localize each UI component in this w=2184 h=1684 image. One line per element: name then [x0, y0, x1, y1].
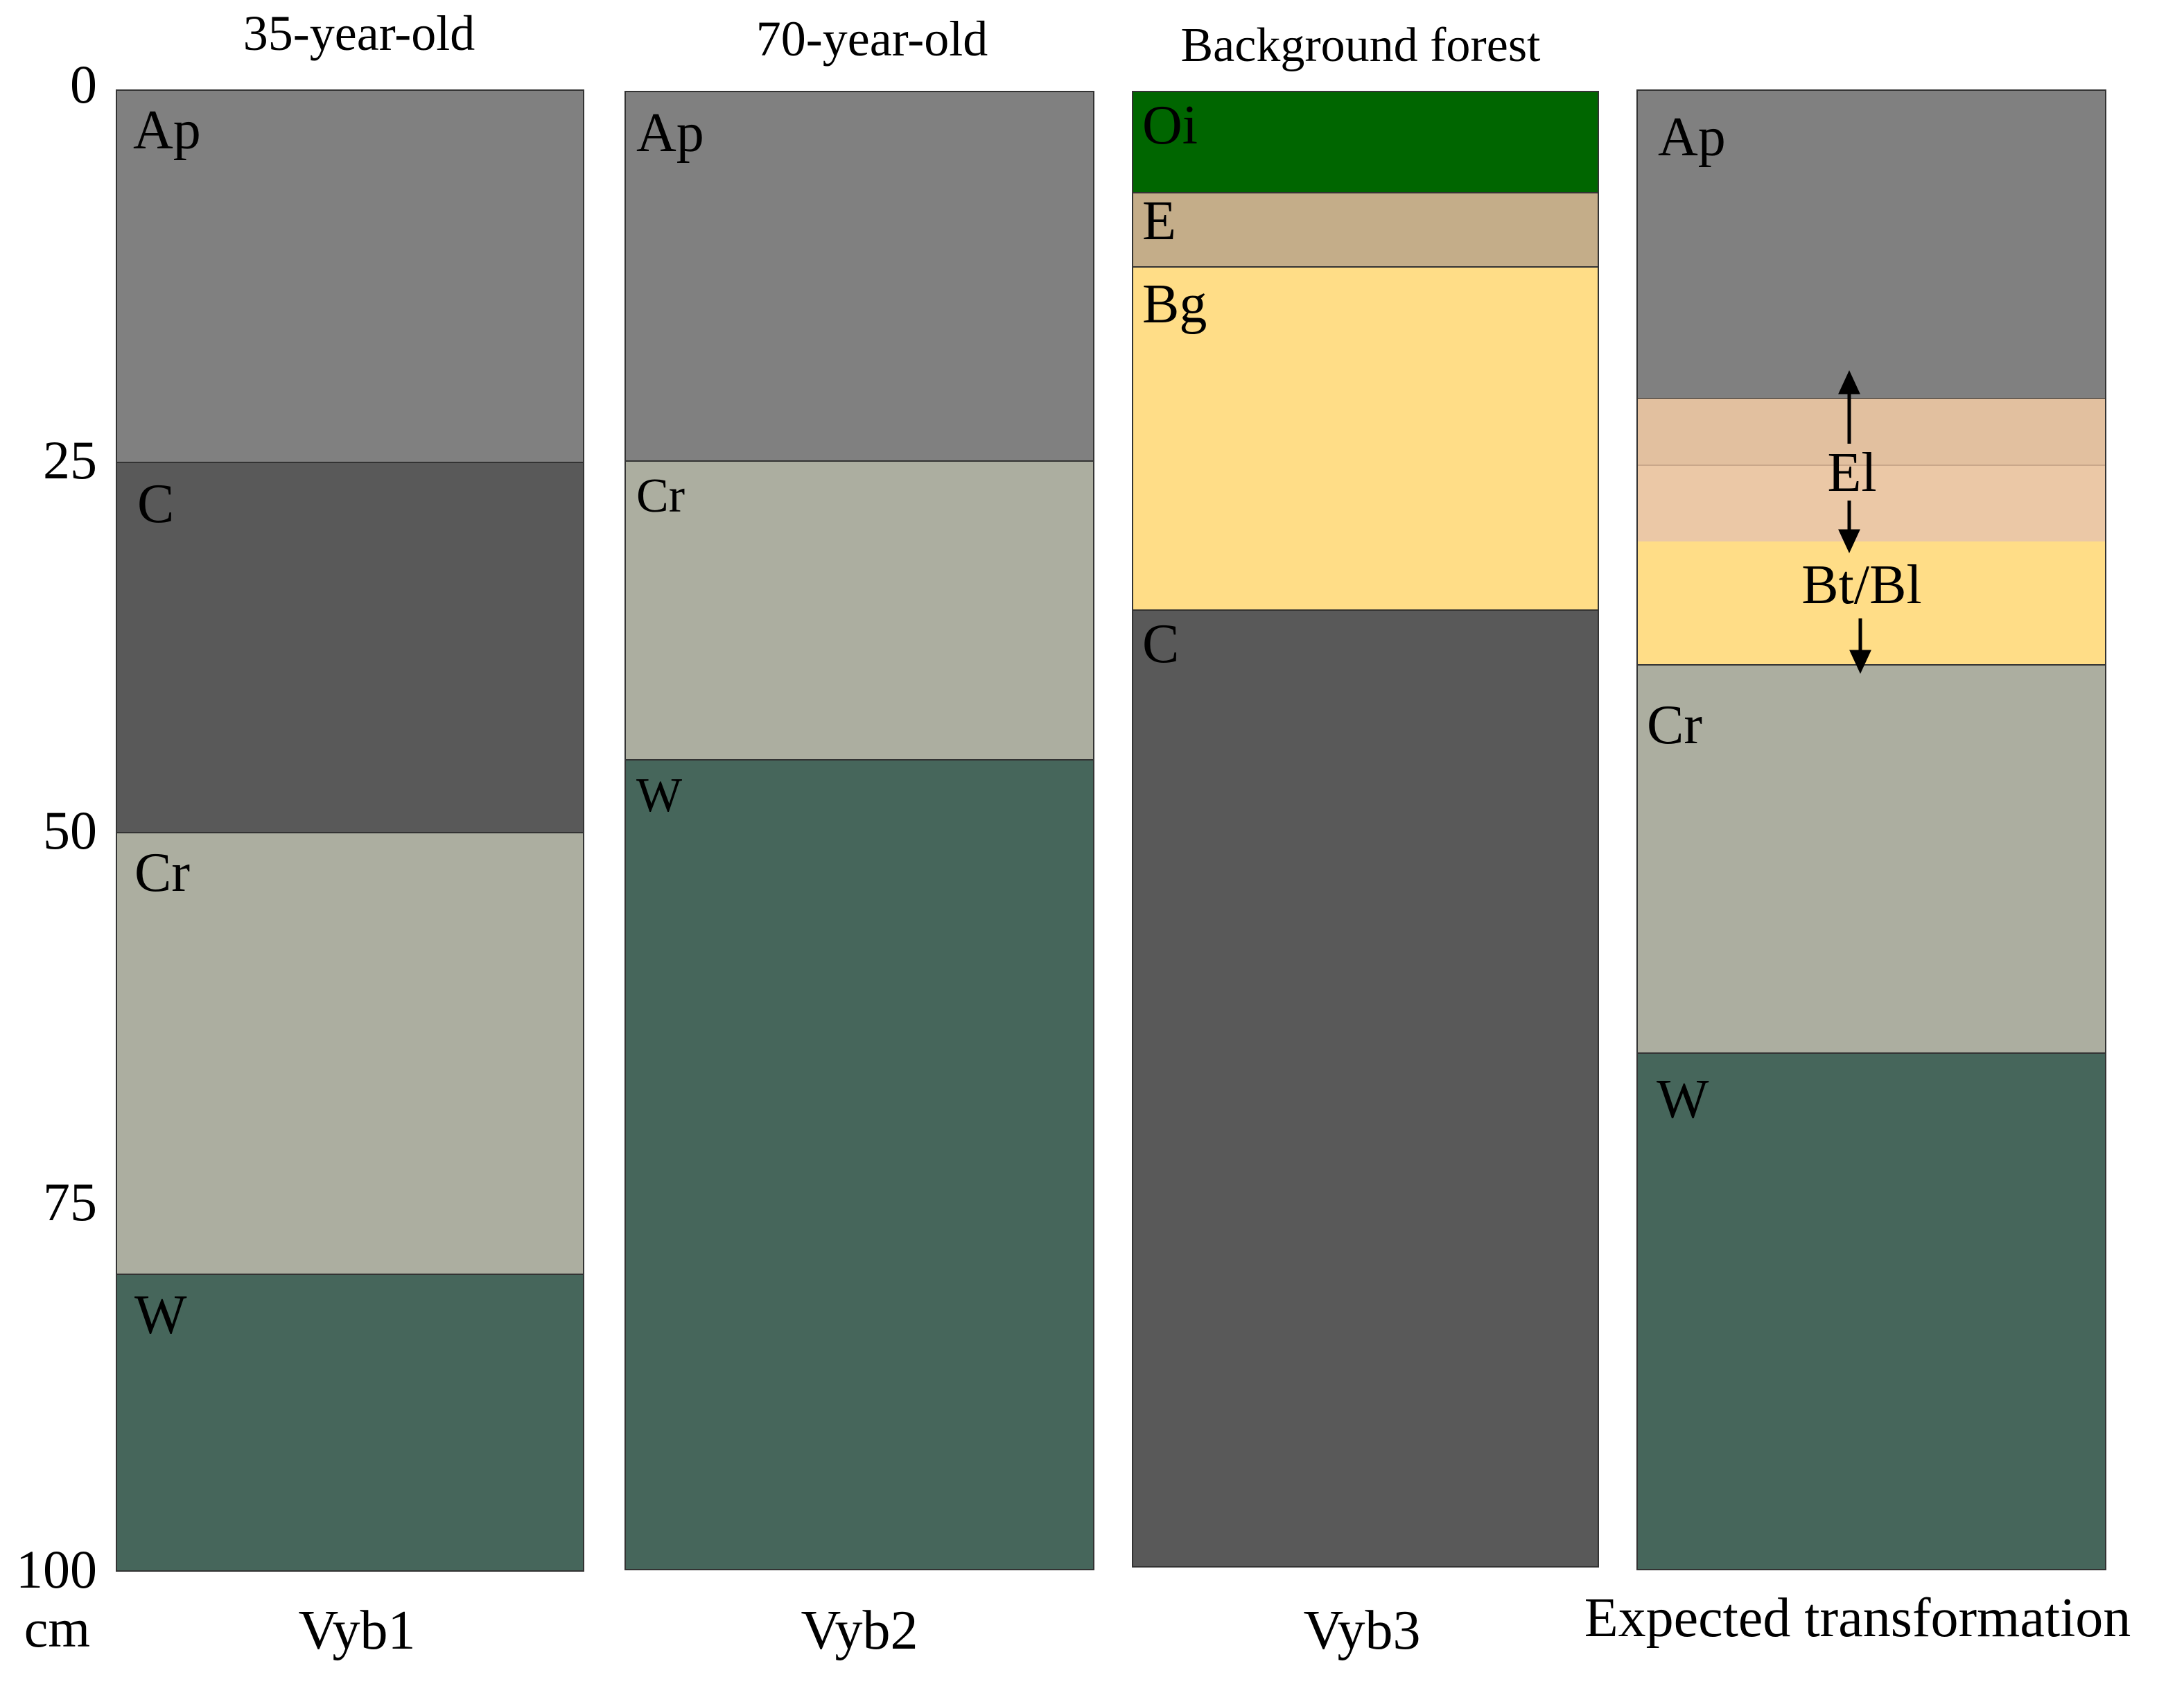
horizon-label: Cr	[1647, 695, 1702, 756]
column-outline	[1636, 89, 2106, 1570]
depth-axis: 0 25 50 75 100 cm	[16, 54, 97, 1658]
site-label: Vyb1	[299, 1600, 416, 1661]
horizon-label: W	[636, 769, 682, 822]
depth-tick-label: 75	[43, 1172, 97, 1232]
arrow-up-icon	[1838, 370, 1860, 444]
horizon-cr	[1636, 664, 2106, 1054]
horizon-c	[116, 462, 584, 833]
horizon-bg	[1132, 266, 1599, 611]
profile-column-vyb1: 35-year-old Ap C Cr W Vyb1	[116, 6, 584, 1661]
horizon-label: Oi	[1142, 95, 1198, 156]
horizon-label: E	[1142, 191, 1176, 252]
horizon-label: Cr	[134, 842, 190, 903]
horizon-label: C	[137, 474, 174, 535]
horizon-w	[116, 1274, 584, 1572]
depth-tick-label: 25	[43, 430, 97, 490]
depth-tick-label: 0	[70, 54, 97, 114]
horizon-cr	[624, 460, 1094, 761]
arrow-down-icon	[1838, 501, 1860, 553]
profile-column-vyb2: 70-year-old Ap Cr W Vyb2	[624, 11, 1094, 1661]
depth-tick-label: 100	[16, 1539, 97, 1599]
horizon-w	[1636, 1052, 2106, 1570]
profile-column-vyb3: Background forest Oi E Bg C Vyb3	[1132, 19, 1599, 1661]
horizon-label: Bg	[1142, 274, 1207, 335]
column-heading: 70-year-old	[756, 11, 988, 67]
column-heading: Background forest	[1180, 19, 1541, 72]
horizon-label: Ap	[1658, 107, 1726, 168]
arrow-down-icon	[1849, 618, 1871, 674]
horizon-oi	[1132, 91, 1599, 193]
horizon-label: El	[1827, 442, 1876, 503]
depth-tick-label: 50	[43, 800, 97, 860]
horizon-ap	[1636, 89, 2106, 399]
horizon-ap	[116, 89, 584, 463]
horizon-c	[1132, 609, 1599, 1568]
horizon-bt-bl	[1637, 541, 2106, 665]
site-label: Vyb2	[801, 1600, 918, 1661]
horizon-label: W	[1657, 1069, 1709, 1130]
column-heading: 35-year-old	[243, 6, 475, 61]
horizon-label: C	[1142, 614, 1179, 675]
depth-unit-label: cm	[24, 1598, 90, 1658]
horizon-el-lower	[1637, 465, 2106, 541]
horizon-label: Bt/Bl	[1801, 555, 1921, 616]
site-label: Vyb3	[1304, 1600, 1421, 1661]
horizon-el-upper	[1637, 399, 2106, 465]
horizon-e	[1132, 192, 1599, 268]
horizon-cr	[116, 832, 584, 1275]
horizon-label: Cr	[636, 469, 685, 523]
horizon-label: W	[134, 1285, 187, 1346]
horizon-label: Ap	[133, 100, 201, 161]
horizon-w	[624, 759, 1094, 1570]
site-label: Expected transformation	[1584, 1588, 2131, 1649]
horizon-label: Ap	[636, 103, 704, 164]
horizon-ap	[624, 91, 1094, 462]
profile-column-expected: Ap El Bt/Bl Cr W Expected transformation	[1584, 89, 2131, 1649]
